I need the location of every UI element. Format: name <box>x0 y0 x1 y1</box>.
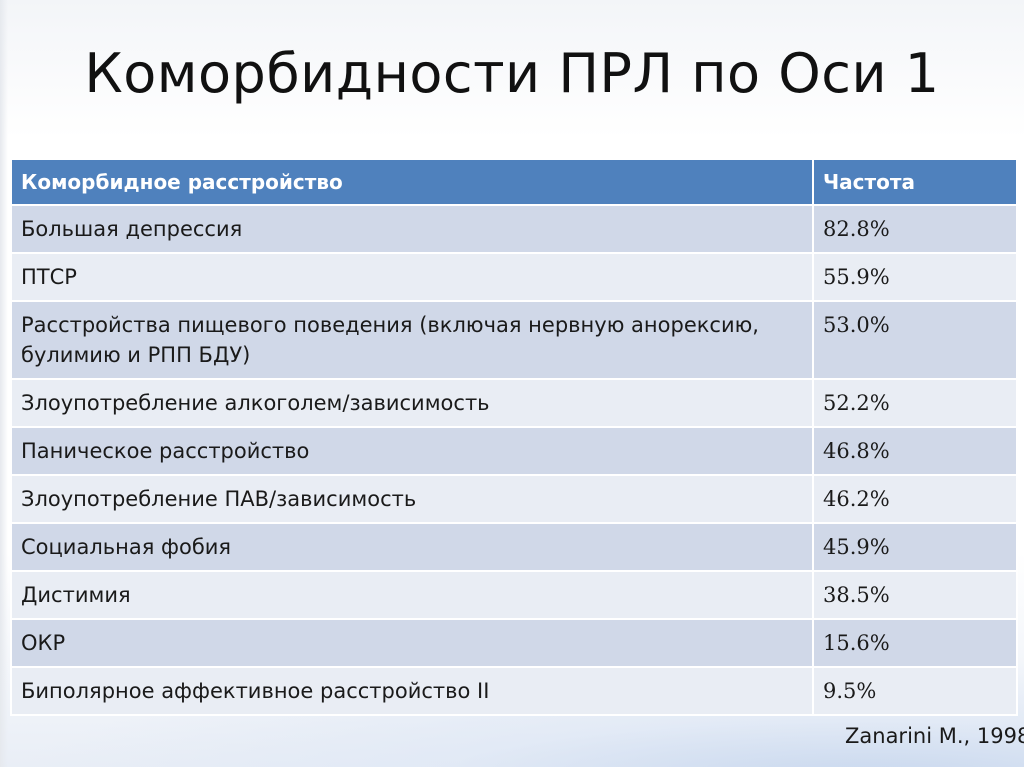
slide-title: Коморбидности ПРЛ по Оси 1 <box>84 42 940 105</box>
disorder-cell: Злоупотребление алкоголем/зависимость <box>10 378 814 428</box>
frequency-cell: 53.0% <box>812 300 1018 380</box>
disorder-cell: Злоупотребление ПАВ/зависимость <box>10 474 814 524</box>
header-disorder: Коморбидное расстройство <box>10 158 814 206</box>
frequency-cell: 52.2% <box>812 378 1018 428</box>
table-row: Дистимия 38.5% <box>10 570 1018 620</box>
frequency-cell: 46.8% <box>812 426 1018 476</box>
frequency-cell: 45.9% <box>812 522 1018 572</box>
frequency-cell: 55.9% <box>812 252 1018 302</box>
frequency-cell: 38.5% <box>812 570 1018 620</box>
table-row: Социальная фобия 45.9% <box>10 522 1018 572</box>
disorder-cell: Расстройства пищевого поведения (включая… <box>10 300 814 380</box>
table-row: Злоупотребление ПАВ/зависимость 46.2% <box>10 474 1018 524</box>
disorder-cell: ОКР <box>10 618 814 668</box>
table-row: Злоупотребление алкоголем/зависимость 52… <box>10 378 1018 428</box>
citation: Zanarini M., 1998 <box>845 724 1024 748</box>
frequency-cell: 46.2% <box>812 474 1018 524</box>
frequency-cell: 9.5% <box>812 666 1018 716</box>
table-row: Паническое расстройство 46.8% <box>10 426 1018 476</box>
table-row: Расстройства пищевого поведения (включая… <box>10 300 1018 380</box>
disorder-cell: Социальная фобия <box>10 522 814 572</box>
disorder-cell: Паническое расстройство <box>10 426 814 476</box>
disorder-cell: ПТСР <box>10 252 814 302</box>
disorder-cell: Большая депрессия <box>10 204 814 254</box>
table-row: Биполярное аффективное расстройство II 9… <box>10 666 1018 716</box>
table-row: Большая депрессия 82.8% <box>10 204 1018 254</box>
disorder-cell: Биполярное аффективное расстройство II <box>10 666 814 716</box>
table-row: ОКР 15.6% <box>10 618 1018 668</box>
disorder-cell: Дистимия <box>10 570 814 620</box>
comorbidity-table: Коморбидное расстройство Частота Большая… <box>10 158 1018 716</box>
table-row: ПТСР 55.9% <box>10 252 1018 302</box>
frequency-cell: 15.6% <box>812 618 1018 668</box>
slide-left-edge <box>0 0 8 767</box>
header-frequency: Частота <box>812 158 1018 206</box>
frequency-cell: 82.8% <box>812 204 1018 254</box>
table-header-row: Коморбидное расстройство Частота <box>10 158 1018 206</box>
